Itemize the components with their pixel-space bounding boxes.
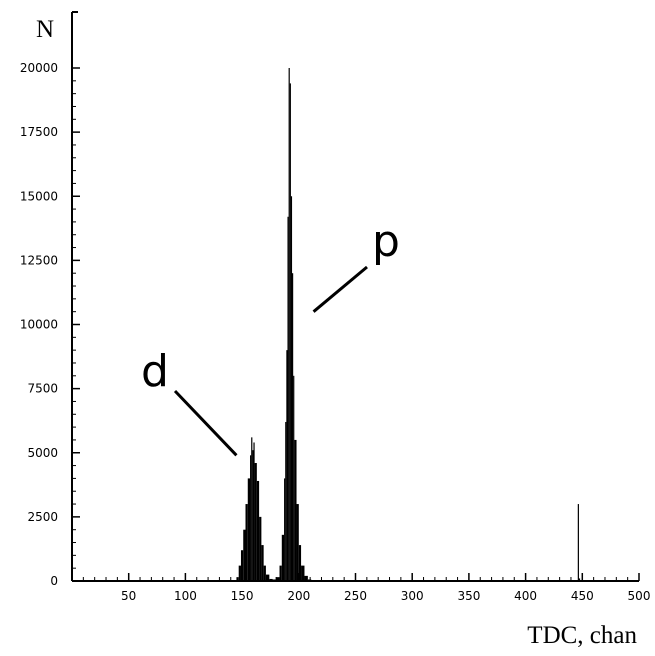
y-tick-label: 15000 [20, 189, 58, 203]
x-tick-label: 200 [287, 589, 310, 603]
x-tick-label: 300 [401, 589, 424, 603]
histogram-bar [243, 529, 246, 581]
y-tick-label: 7500 [27, 382, 58, 396]
histogram-bars [236, 68, 581, 581]
histogram-bar [238, 565, 241, 581]
y-tick-label: 10000 [20, 318, 58, 332]
histogram-bar [577, 504, 579, 581]
histogram-bar [272, 579, 277, 581]
histogram-bar [281, 534, 285, 581]
histogram-bar [578, 578, 581, 581]
x-tick-label: 50 [121, 589, 136, 603]
histogram-bar [298, 545, 302, 581]
histogram-bar [253, 442, 255, 581]
histogram-bar [251, 437, 253, 581]
histogram-bar [289, 83, 291, 581]
histogram-bar [307, 579, 312, 581]
annotations: d p [141, 216, 400, 457]
histogram-bar [284, 478, 286, 581]
histogram-bar [279, 565, 282, 581]
histogram-bar [293, 375, 295, 581]
y-tick-label: 2500 [27, 510, 58, 524]
x-tick-label: 150 [231, 589, 254, 603]
histogram-bar [250, 455, 252, 581]
histogram-bar [291, 273, 294, 581]
histogram-bar [236, 577, 239, 581]
y-tick-label: 0 [50, 574, 58, 588]
histogram-bar [256, 480, 260, 581]
histogram-bar [245, 504, 248, 581]
histogram-bar [290, 196, 293, 581]
histogram-bar [285, 421, 287, 581]
annotation-p-leader-line [312, 265, 368, 313]
x-axis-title: TDC, chan [527, 622, 637, 649]
histogram-bar [296, 504, 299, 581]
histogram-bar [286, 350, 288, 581]
histogram-bar [261, 545, 264, 581]
annotation-d-label: d [141, 346, 169, 397]
x-tick-label: 250 [344, 589, 367, 603]
annotation-d-leader-line [173, 389, 238, 457]
y-tick-label: 12500 [20, 253, 58, 267]
y-tick-label: 20000 [20, 61, 58, 75]
histogram-bar [252, 450, 254, 581]
axes: 0 2500 5000 7500 10000 12500 15000 17500 20000 50… [20, 11, 651, 603]
y-tick-label: 17500 [20, 125, 58, 139]
x-tick-label: 100 [174, 589, 197, 603]
histogram-bar [294, 439, 297, 581]
histogram-bar [301, 565, 305, 581]
histogram-bar [247, 478, 251, 581]
histogram-bar [288, 68, 290, 581]
histogram-bar [263, 565, 266, 581]
x-tick-label: 450 [571, 589, 594, 603]
x-tick-label: 350 [457, 589, 480, 603]
histogram-bar [254, 463, 257, 581]
histogram-bar [259, 516, 262, 581]
y-tick-label: 5000 [27, 446, 58, 460]
x-tick-label: 400 [514, 589, 537, 603]
y-axis-title: N [36, 16, 54, 43]
histogram-bar [276, 577, 280, 581]
histogram-bar [287, 216, 289, 581]
histogram-bar [304, 575, 308, 581]
histogram-bar [311, 580, 313, 581]
histogram-bar [269, 578, 273, 581]
histogram-bar [265, 574, 270, 581]
x-tick-label: 500 [628, 589, 651, 603]
annotation-p-label: p [372, 216, 400, 267]
histogram-bar [240, 550, 244, 581]
